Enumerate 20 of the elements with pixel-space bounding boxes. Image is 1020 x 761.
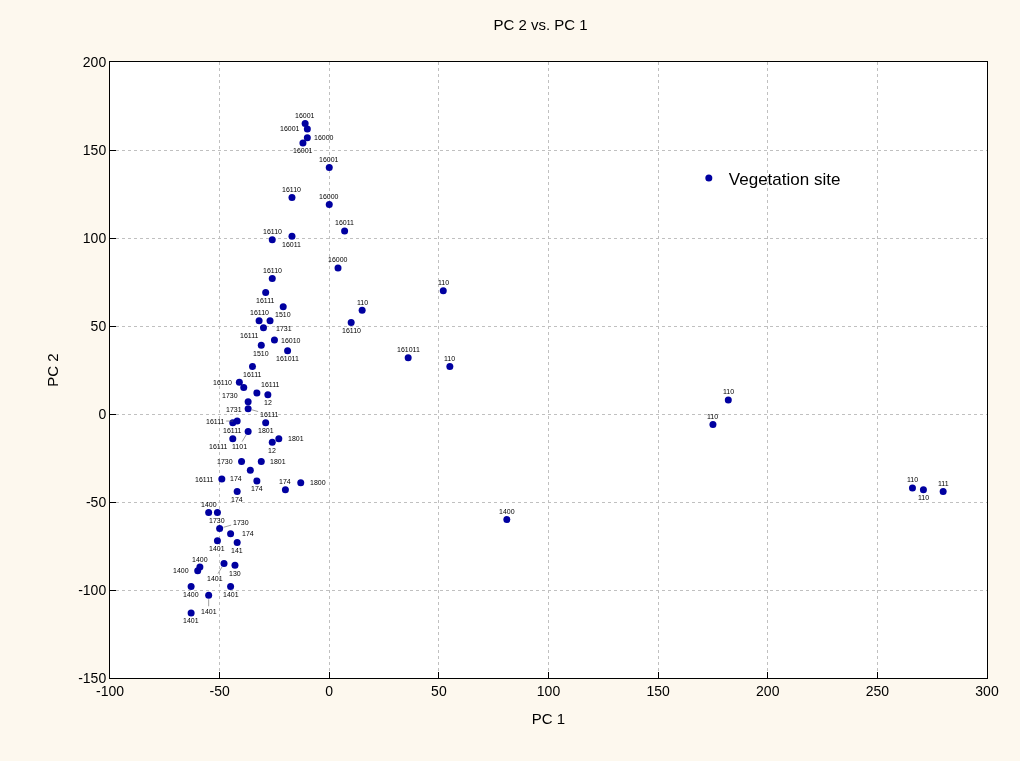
y-tick-label: 100 bbox=[82, 229, 107, 246]
legend-label: Vegetation site bbox=[728, 169, 841, 189]
x-tick-label: 0 bbox=[325, 682, 334, 699]
y-tick-label: 200 bbox=[82, 53, 107, 70]
x-axis-title: PC 1 bbox=[531, 709, 566, 727]
y-tick-label: -50 bbox=[85, 493, 107, 510]
x-tick-label: 200 bbox=[756, 682, 780, 699]
y-tick-label: 0 bbox=[98, 405, 107, 422]
y-tick-label: 150 bbox=[82, 141, 107, 158]
x-tick-label: 150 bbox=[646, 682, 671, 699]
y-tick-label: -100 bbox=[78, 581, 107, 598]
x-tick-label: 300 bbox=[975, 682, 999, 699]
chart-title: PC 2 vs. PC 1 bbox=[493, 15, 588, 33]
x-tick-label: 250 bbox=[865, 682, 890, 699]
y-tick-label: -150 bbox=[78, 669, 107, 686]
x-tick-label: 100 bbox=[536, 682, 561, 699]
x-tick-label: 50 bbox=[431, 682, 447, 699]
y-axis-title: PC 2 bbox=[44, 353, 62, 387]
y-tick-label: 50 bbox=[90, 317, 107, 334]
x-tick-label: -50 bbox=[209, 682, 230, 699]
